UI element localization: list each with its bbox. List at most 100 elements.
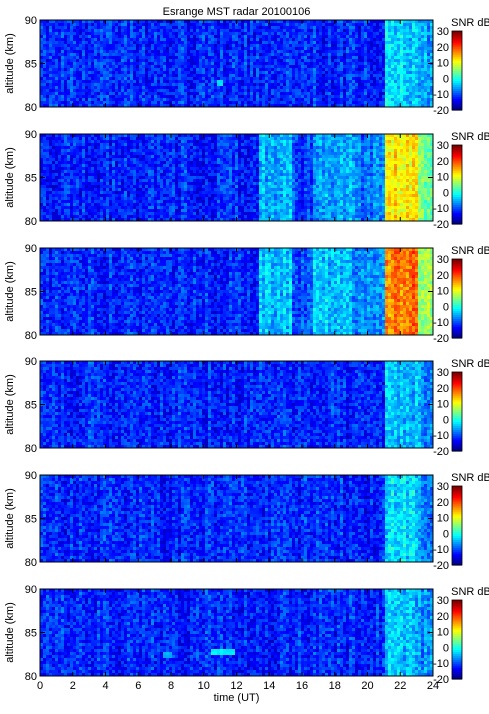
heatmap-cell bbox=[169, 23, 172, 26]
heatmap-cell bbox=[67, 197, 70, 200]
heatmap-cell bbox=[346, 65, 349, 68]
heatmap-cell bbox=[295, 92, 298, 95]
heatmap-cell bbox=[121, 140, 124, 143]
heatmap-cell bbox=[415, 98, 418, 101]
heatmap-cell bbox=[127, 197, 130, 200]
heatmap-cell bbox=[289, 38, 292, 41]
heatmap-cell bbox=[103, 41, 106, 44]
heatmap-cell bbox=[232, 62, 235, 65]
heatmap-cell bbox=[400, 35, 403, 38]
heatmap-cell bbox=[361, 77, 364, 80]
heatmap-cell bbox=[40, 167, 43, 170]
heatmap-cell bbox=[208, 32, 211, 35]
heatmap-cell bbox=[310, 65, 313, 68]
heatmap-cell bbox=[154, 146, 157, 149]
heatmap-cell bbox=[85, 29, 88, 32]
heatmap-cell bbox=[49, 32, 52, 35]
heatmap-cell bbox=[103, 80, 106, 83]
heatmap-cell bbox=[121, 35, 124, 38]
heatmap-cell bbox=[139, 203, 142, 206]
heatmap-cell bbox=[229, 101, 232, 104]
heatmap-cell bbox=[415, 74, 418, 77]
heatmap-cell bbox=[85, 158, 88, 161]
heatmap-cell bbox=[331, 59, 334, 62]
heatmap-cell bbox=[391, 20, 394, 23]
heatmap-cell bbox=[79, 182, 82, 185]
heatmap-cell bbox=[205, 92, 208, 95]
heatmap-cell bbox=[310, 53, 313, 56]
heatmap-cell bbox=[112, 185, 115, 188]
heatmap-cell bbox=[154, 101, 157, 104]
y-tick-label: 85 bbox=[25, 59, 37, 71]
heatmap-cell bbox=[295, 23, 298, 26]
heatmap-cell bbox=[175, 101, 178, 104]
heatmap-cell bbox=[103, 170, 106, 173]
heatmap-cell bbox=[406, 65, 409, 68]
heatmap-cell bbox=[352, 38, 355, 41]
heatmap-cell bbox=[91, 35, 94, 38]
heatmap-cell bbox=[403, 68, 406, 71]
heatmap-cell bbox=[52, 161, 55, 164]
heatmap-cell bbox=[238, 29, 241, 32]
heatmap-cell bbox=[145, 104, 148, 107]
heatmap-cell bbox=[49, 23, 52, 26]
heatmap-cell bbox=[199, 20, 202, 23]
heatmap-cell bbox=[49, 38, 52, 41]
heatmap-cell bbox=[91, 41, 94, 44]
heatmap-cell bbox=[313, 83, 316, 86]
heatmap-cell bbox=[358, 26, 361, 29]
heatmap-cell bbox=[97, 167, 100, 170]
heatmap-cell bbox=[298, 47, 301, 50]
heatmap-cell bbox=[304, 20, 307, 23]
heatmap-cell bbox=[214, 47, 217, 50]
heatmap-cell bbox=[313, 98, 316, 101]
heatmap-cell bbox=[385, 53, 388, 56]
heatmap-cell bbox=[391, 44, 394, 47]
heatmap-cell bbox=[370, 29, 373, 32]
heatmap-cell bbox=[262, 35, 265, 38]
heatmap-cell bbox=[361, 65, 364, 68]
heatmap-cell bbox=[319, 38, 322, 41]
heatmap-cell bbox=[160, 62, 163, 65]
heatmap-cell bbox=[253, 56, 256, 59]
heatmap-cell bbox=[70, 59, 73, 62]
heatmap-cell bbox=[184, 32, 187, 35]
heatmap-cell bbox=[307, 104, 310, 107]
heatmap-cell bbox=[154, 41, 157, 44]
heatmap-cell bbox=[415, 26, 418, 29]
heatmap-cell bbox=[112, 74, 115, 77]
heatmap-cell bbox=[52, 185, 55, 188]
heatmap-cell bbox=[133, 65, 136, 68]
heatmap-cell bbox=[241, 53, 244, 56]
heatmap-cell bbox=[286, 44, 289, 47]
heatmap-cell bbox=[139, 23, 142, 26]
heatmap-cell bbox=[103, 167, 106, 170]
heatmap-cell bbox=[97, 176, 100, 179]
heatmap-cell bbox=[121, 194, 124, 197]
heatmap-cell bbox=[79, 149, 82, 152]
heatmap-cell bbox=[193, 23, 196, 26]
heatmap-cell bbox=[124, 83, 127, 86]
heatmap-cell bbox=[358, 86, 361, 89]
heatmap-cell bbox=[328, 86, 331, 89]
heatmap-cell bbox=[94, 26, 97, 29]
heatmap-cell bbox=[79, 38, 82, 41]
heatmap-cell bbox=[223, 41, 226, 44]
heatmap-cell bbox=[376, 44, 379, 47]
heatmap-cell bbox=[136, 215, 139, 218]
heatmap-cell bbox=[172, 20, 175, 23]
heatmap-cell bbox=[184, 29, 187, 32]
heatmap-cell bbox=[91, 65, 94, 68]
heatmap-cell bbox=[97, 161, 100, 164]
heatmap-cell bbox=[184, 83, 187, 86]
heatmap-cell bbox=[328, 20, 331, 23]
heatmap-cell bbox=[265, 23, 268, 26]
heatmap-cell bbox=[40, 146, 43, 149]
heatmap-cell bbox=[46, 104, 49, 107]
heatmap-cell bbox=[73, 176, 76, 179]
heatmap-cell bbox=[49, 71, 52, 74]
heatmap-cell bbox=[118, 212, 121, 215]
heatmap-cell bbox=[262, 83, 265, 86]
heatmap-cell bbox=[124, 185, 127, 188]
heatmap-cell bbox=[118, 134, 121, 137]
